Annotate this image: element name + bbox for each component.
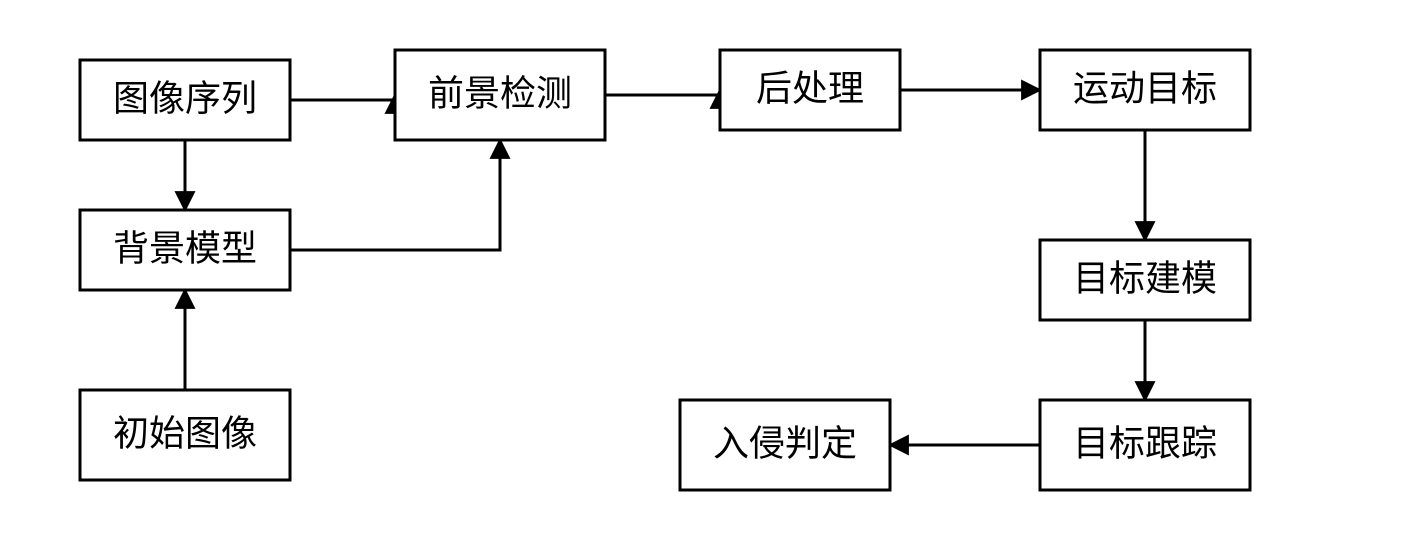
nodes-group: 图像序列 前景检测 后处理 运动目标背景模型目标建模初始图像 入侵判定 目标跟踪 (80, 50, 1250, 490)
edge-bg_model-to-fg_detect (290, 140, 500, 250)
node-obj_model: 目标建模 (1040, 240, 1250, 320)
node-obj_track: 目标跟踪 (1040, 400, 1250, 490)
node-intrusion: 入侵判定 (680, 400, 890, 490)
node-intrusion-label: 入侵判定 (713, 423, 857, 463)
node-image_seq-label: 图像序列 (113, 78, 257, 118)
node-post_proc-label: 后处理 (756, 68, 864, 108)
node-image_seq: 图像序列 (80, 60, 290, 140)
node-post_proc: 后处理 (720, 50, 900, 130)
node-init_image-label: 初始图像 (113, 413, 257, 453)
node-fg_detect: 前景检测 (395, 50, 605, 140)
edge-fg_detect-to-post_proc (605, 90, 720, 95)
node-motion_obj: 运动目标 (1040, 50, 1250, 130)
edge-image_seq-to-fg_detect (290, 95, 395, 100)
node-bg_model: 背景模型 (80, 210, 290, 290)
node-obj_model-label: 目标建模 (1073, 258, 1217, 298)
edges-group (185, 90, 1145, 445)
node-obj_track-label: 目标跟踪 (1073, 423, 1217, 463)
node-fg_detect-label: 前景检测 (428, 73, 572, 113)
node-bg_model-label: 背景模型 (113, 228, 257, 268)
node-motion_obj-label: 运动目标 (1073, 68, 1217, 108)
flowchart-diagram: 图像序列 前景检测 后处理 运动目标背景模型目标建模初始图像 入侵判定 目标跟踪 (0, 0, 1412, 558)
node-init_image: 初始图像 (80, 390, 290, 480)
